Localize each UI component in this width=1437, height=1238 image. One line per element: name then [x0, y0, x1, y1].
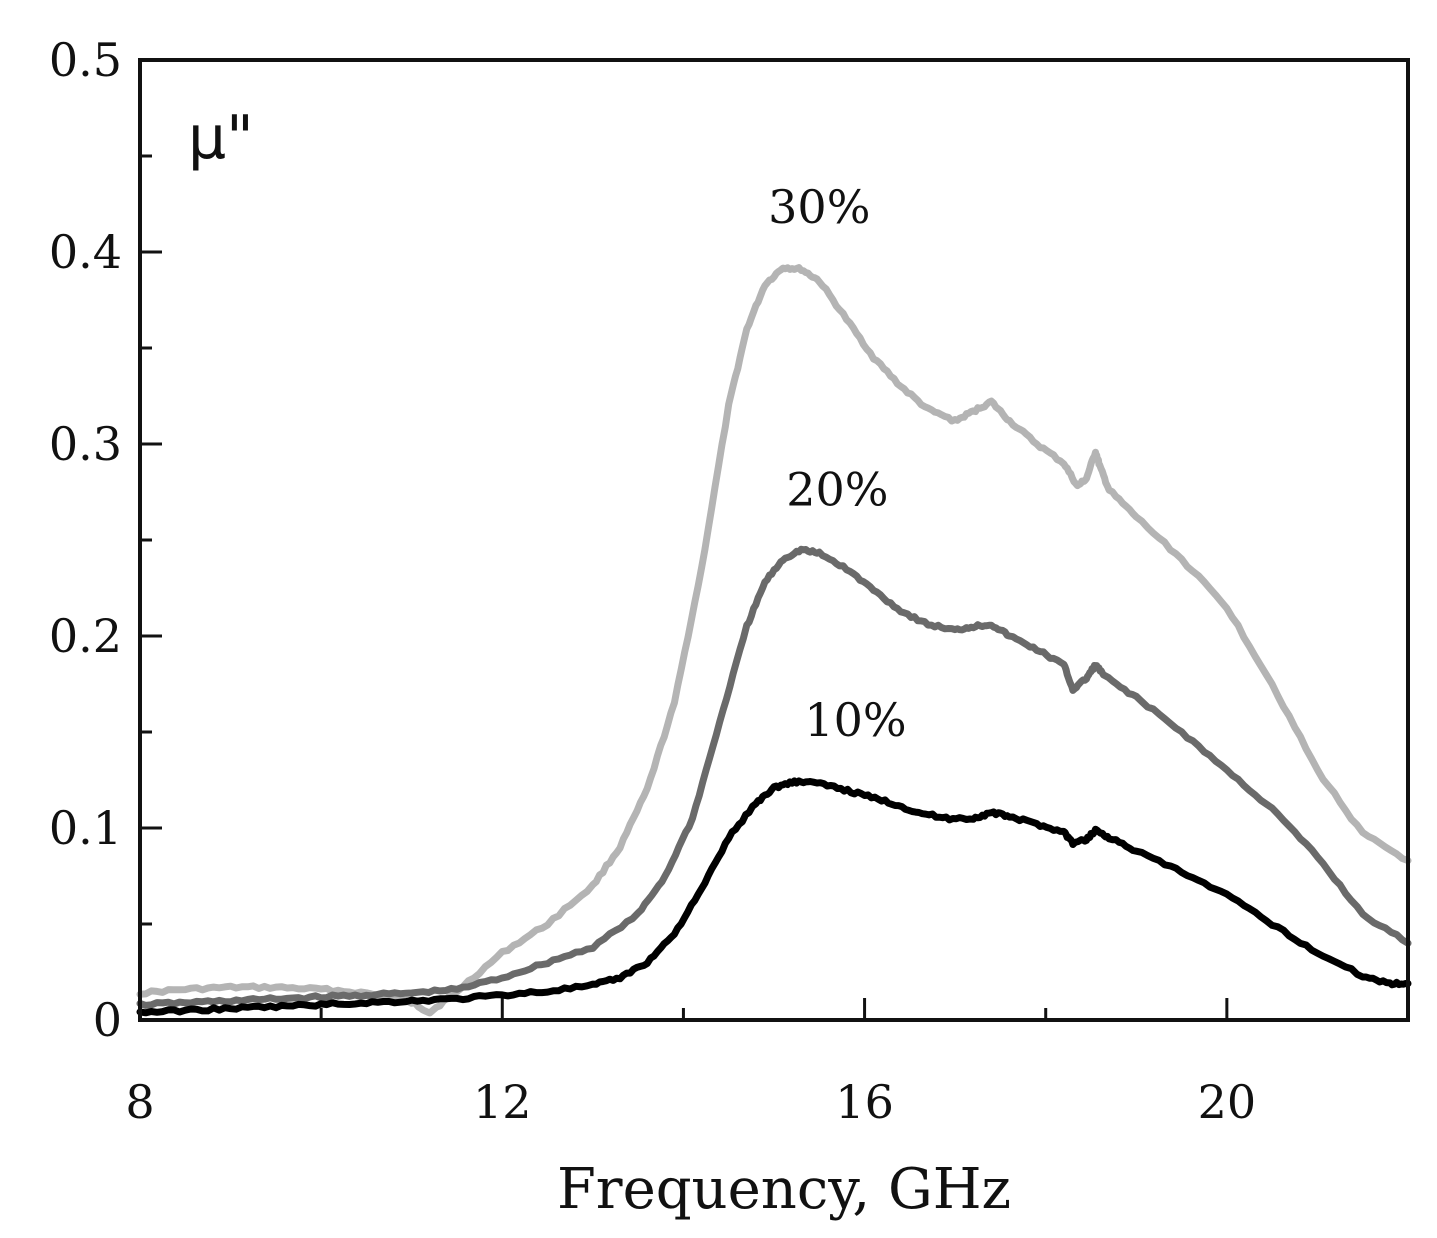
plot-frame — [138, 58, 1410, 1022]
series-label-20pct: 20% — [786, 462, 888, 516]
series-line-20pct — [136, 545, 1412, 1009]
series-label-30pct: 30% — [768, 180, 870, 234]
labels-layer: 0 0.1 0.2 0.3 0.4 0.5 8 12 16 20 30% 20% 10% — [49, 33, 1256, 1129]
y-tick-label: 0.2 — [49, 609, 122, 663]
y-tick-label: 0.1 — [49, 801, 122, 855]
series-layer — [136, 264, 1412, 1017]
series-line-10pct — [136, 777, 1412, 1017]
x-tick-label: 12 — [473, 1075, 532, 1129]
x-axis-title: Frequency, GHz — [557, 1157, 1011, 1222]
x-tick-label: 16 — [835, 1075, 894, 1129]
ticks-layer — [138, 58, 1229, 1022]
series-line-30pct — [136, 264, 1412, 1017]
y-tick-label: 0.3 — [49, 417, 122, 471]
x-tick-label: 20 — [1198, 1075, 1257, 1129]
y-tick-label: 0 — [93, 993, 122, 1047]
series-label-10pct: 10% — [804, 693, 906, 747]
x-tick-label: 8 — [125, 1075, 154, 1129]
y-axis-title: μ" — [188, 103, 254, 173]
y-tick-label: 0.4 — [49, 225, 122, 279]
y-tick-label: 0.5 — [49, 33, 122, 87]
